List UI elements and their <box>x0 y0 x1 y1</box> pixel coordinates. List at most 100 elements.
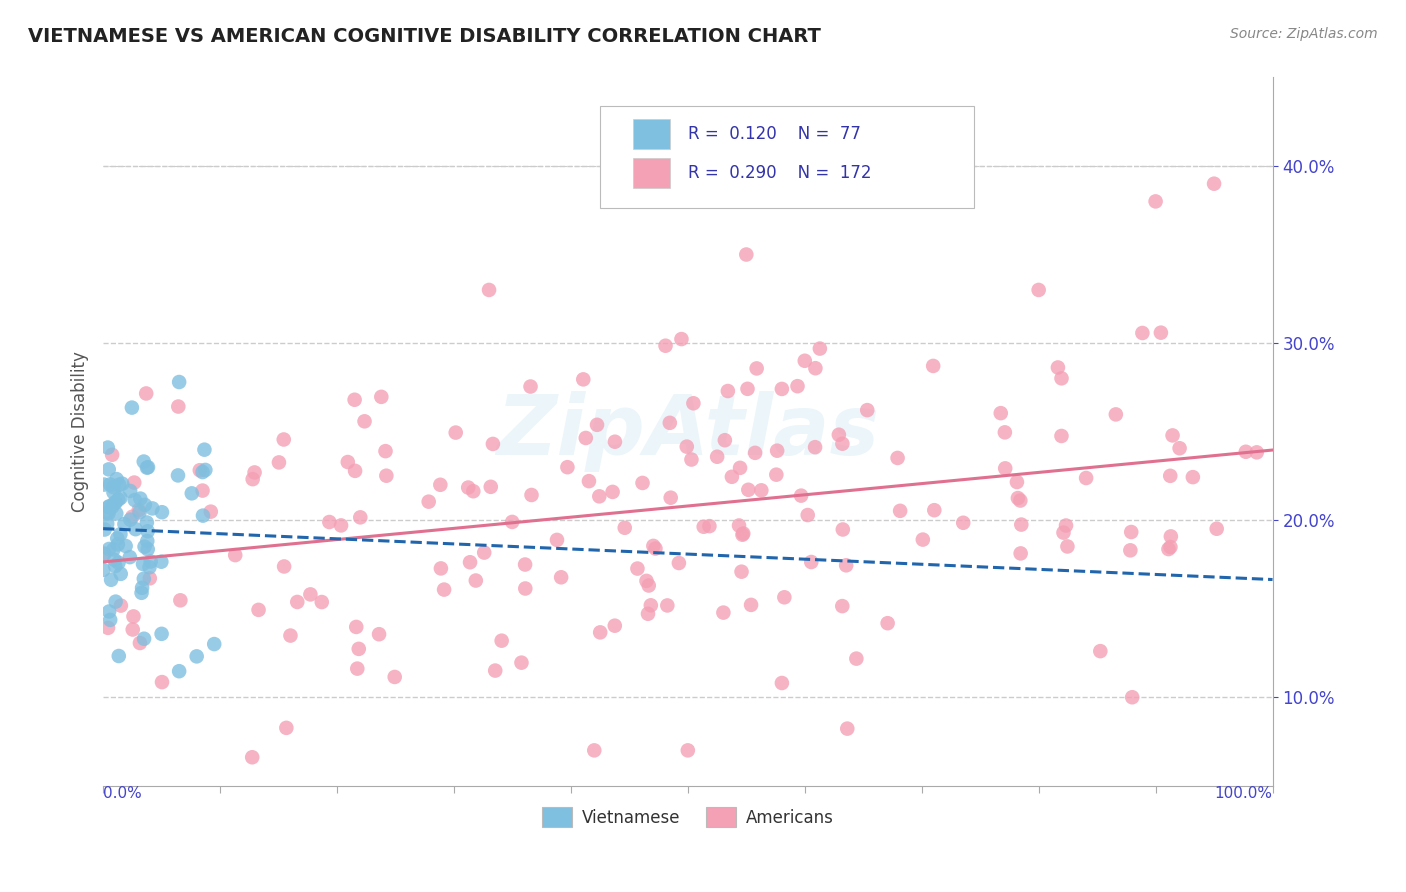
Point <box>749 483 772 498</box>
Point <box>191 483 214 498</box>
Point <box>575 431 598 445</box>
Point <box>472 545 495 559</box>
Point <box>111 476 134 491</box>
Point <box>770 382 793 396</box>
Point <box>550 570 572 584</box>
Point <box>114 539 136 553</box>
Point <box>994 461 1017 475</box>
Point <box>191 508 214 523</box>
Text: R =  0.120    N =  77: R = 0.120 N = 77 <box>688 125 860 143</box>
Point <box>1007 491 1029 505</box>
Point <box>121 401 143 415</box>
Point <box>713 606 735 620</box>
Point <box>105 472 128 486</box>
Point <box>479 480 502 494</box>
Point <box>831 436 853 450</box>
Point <box>132 454 155 468</box>
Point <box>737 483 759 497</box>
Point <box>112 516 135 531</box>
Point <box>224 548 246 562</box>
Text: ZipAtlas: ZipAtlas <box>496 391 879 472</box>
Point <box>107 537 129 551</box>
Point <box>169 593 191 607</box>
Point <box>1052 525 1074 540</box>
FancyBboxPatch shape <box>633 158 671 188</box>
Point <box>132 557 155 571</box>
Point <box>101 500 124 514</box>
Point <box>105 532 128 546</box>
Point <box>721 470 744 484</box>
Point <box>98 500 121 514</box>
Point <box>744 446 766 460</box>
Point <box>1050 371 1073 385</box>
Point <box>463 484 485 499</box>
Point <box>578 474 600 488</box>
Point <box>1159 540 1181 554</box>
Point <box>889 504 911 518</box>
Point <box>1234 444 1257 458</box>
Point <box>347 641 370 656</box>
Point <box>107 556 129 570</box>
Point <box>336 455 359 469</box>
Point <box>139 554 162 568</box>
Point <box>745 361 768 376</box>
Point <box>93 523 115 537</box>
Point <box>717 384 740 398</box>
Point <box>731 527 754 541</box>
Point <box>353 414 375 428</box>
Point <box>808 342 831 356</box>
Text: 100.0%: 100.0% <box>1215 786 1272 801</box>
Point <box>464 574 486 588</box>
Point <box>990 406 1012 420</box>
Point <box>273 559 295 574</box>
Point <box>796 508 818 522</box>
Point <box>97 441 120 455</box>
Point <box>692 520 714 534</box>
Point <box>418 494 440 508</box>
Point <box>681 452 703 467</box>
Point <box>886 450 908 465</box>
Point <box>124 493 146 508</box>
Point <box>699 519 721 533</box>
Point <box>765 467 787 482</box>
Point <box>110 599 132 613</box>
Point <box>96 516 118 531</box>
Point <box>343 392 366 407</box>
Point <box>150 505 173 519</box>
Point <box>93 477 115 491</box>
Point <box>167 664 190 678</box>
Point <box>994 425 1017 440</box>
Point <box>188 463 211 477</box>
Point <box>150 675 173 690</box>
Point <box>831 523 853 537</box>
Point <box>714 434 737 448</box>
Point <box>1160 529 1182 543</box>
Point <box>368 627 391 641</box>
Point <box>98 477 121 491</box>
Point <box>557 460 579 475</box>
Point <box>1074 471 1097 485</box>
Point <box>122 609 145 624</box>
Point <box>101 448 124 462</box>
Point <box>135 516 157 530</box>
Point <box>110 491 132 505</box>
Point <box>121 623 143 637</box>
Point <box>1010 517 1032 532</box>
Point <box>124 522 146 536</box>
Point <box>122 475 145 490</box>
Point <box>280 629 302 643</box>
Point <box>482 437 505 451</box>
Point <box>1202 177 1225 191</box>
Point <box>637 578 659 592</box>
Point <box>97 500 120 514</box>
Point <box>793 353 815 368</box>
Point <box>194 463 217 477</box>
Point <box>118 550 141 565</box>
Point <box>276 721 298 735</box>
Point <box>273 433 295 447</box>
Point <box>586 417 609 432</box>
Text: R =  0.290    N =  172: R = 0.290 N = 172 <box>688 164 872 182</box>
Point <box>654 339 676 353</box>
Point <box>1161 428 1184 442</box>
Point <box>515 582 537 596</box>
